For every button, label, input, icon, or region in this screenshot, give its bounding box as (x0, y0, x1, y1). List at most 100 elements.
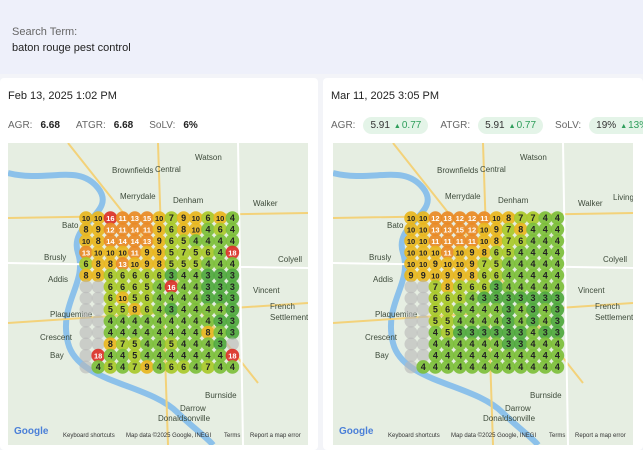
rank-value: 4 (518, 247, 523, 257)
rank-value: 10 (480, 225, 488, 234)
rank-cell (477, 348, 491, 363)
rank-value: 3 (218, 270, 223, 280)
rank-cell (152, 211, 166, 225)
rank-value: 10 (407, 260, 415, 269)
map-label: Addis (373, 275, 393, 284)
rank-value: 4 (555, 351, 560, 361)
rank-cell (79, 245, 93, 260)
river (8, 170, 216, 445)
map-footer-text: Keyboard shortcuts (63, 433, 115, 439)
rank-value: 4 (457, 316, 462, 326)
rank-value: 10 (155, 214, 163, 223)
rank-cell (526, 211, 540, 225)
rank-value: 3 (482, 328, 487, 338)
rank-value: 5 (181, 259, 186, 269)
empty-cell (79, 349, 93, 363)
rank-cell (140, 234, 154, 248)
rank-cell (164, 325, 179, 340)
rank-cell (428, 257, 443, 271)
rank-cell (128, 314, 142, 328)
rank-cell (91, 348, 105, 363)
rank-cell (91, 268, 105, 283)
metric-value: 6% (183, 119, 198, 131)
rank-value: 4 (469, 316, 474, 326)
rank-value: 4 (543, 270, 548, 280)
rank-value: 4 (181, 305, 186, 315)
rank-cell (404, 211, 418, 225)
rank-cell (115, 348, 130, 363)
rank-value: 4 (445, 362, 450, 372)
rank-value: 3 (205, 293, 210, 303)
rank-value: 11 (456, 237, 464, 246)
map-label: Central (480, 165, 506, 174)
rank-value: 7 (205, 362, 210, 372)
result-panel: Feb 13, 2025 1:02 PM AGR: 6.68 ATGR: 6.68 SoL… (0, 78, 318, 450)
rank-value: 10 (407, 225, 415, 234)
rank-cell (91, 245, 105, 260)
rank-cell (189, 257, 203, 271)
rank-value: 8 (518, 224, 523, 234)
rank-cell (501, 325, 516, 340)
rank-cell (213, 257, 227, 271)
map-label: Settlement (270, 313, 308, 322)
rank-cell (91, 211, 105, 225)
rank-value: 6 (482, 282, 487, 292)
empty-cell (416, 280, 430, 294)
rank-value: 10 (407, 237, 415, 246)
rank-value: 3 (506, 305, 511, 315)
empty-cell (416, 314, 430, 328)
rank-value: 9 (469, 259, 474, 269)
metric-value: 19% (596, 119, 617, 131)
rank-cell (140, 337, 154, 351)
rank-cell (103, 291, 118, 306)
rank-value: 4 (193, 328, 198, 338)
rank-value: 3 (555, 305, 560, 315)
rank-cell (189, 211, 203, 225)
rank-cell (213, 234, 227, 248)
map-label: Crescent (40, 333, 73, 342)
rank-value: 12 (468, 225, 476, 234)
rank-cell (453, 222, 467, 237)
rank-cell (128, 268, 142, 283)
rank-cell (416, 211, 430, 225)
rank-value: 14 (106, 237, 115, 246)
rank-value: 10 (431, 271, 439, 280)
rank-cell (489, 245, 504, 260)
rank-value: 14 (131, 237, 140, 246)
rank-cell (514, 360, 528, 374)
map-footer-text: Terms (224, 433, 240, 439)
rank-value: 4 (218, 259, 223, 269)
rank-value: 5 (494, 259, 499, 269)
empty-cell (79, 291, 93, 305)
rank-value: 6 (144, 305, 149, 315)
rank-value: 6 (120, 270, 125, 280)
rank-value: 3 (169, 270, 174, 280)
rank-cell (164, 302, 179, 317)
map-label: Plaquemine (375, 310, 418, 319)
rank-value: 3 (218, 339, 223, 349)
map-label: Brusly (369, 253, 391, 262)
rank-cell (128, 279, 142, 294)
rank-value: 6 (205, 247, 210, 257)
rank-value: 15 (456, 225, 464, 234)
rank-cell (152, 245, 166, 260)
rank-value: 8 (445, 282, 450, 292)
rank-cell (550, 337, 565, 351)
rank-value: 6 (157, 270, 162, 280)
rank-cell (501, 314, 516, 328)
map-footer-text: Map data ©2025 Google, INEGI (126, 432, 211, 439)
rank-cell (201, 302, 215, 317)
rank-value: 5 (120, 305, 125, 315)
rank-value: 5 (132, 351, 137, 361)
rank-value: 11 (119, 225, 127, 234)
rank-value: 9 (144, 362, 149, 372)
rank-cell (404, 245, 418, 260)
rank-value: 3 (518, 328, 523, 338)
rank-cell (176, 234, 191, 248)
rank-value: 7 (506, 224, 511, 234)
rank-cell (213, 314, 227, 328)
rank-cell (514, 279, 528, 294)
rank-value: 4 (555, 259, 560, 269)
rank-cell (428, 222, 443, 237)
